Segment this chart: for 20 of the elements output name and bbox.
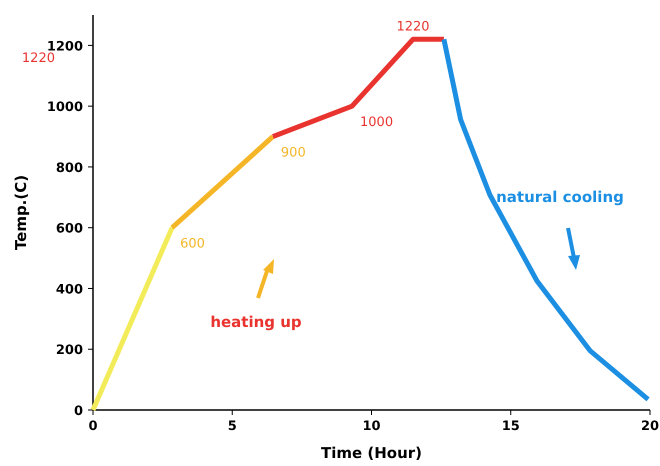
annotation: natural cooling <box>496 188 624 206</box>
y-tick-label: 800 <box>56 160 83 176</box>
x-axis-title: Time (Hour) <box>320 444 422 462</box>
y-tick-label: 600 <box>56 222 83 237</box>
y-tick-label: 0 <box>74 404 83 419</box>
x-tick-label: 0 <box>88 419 98 434</box>
x-tick-label: 10 <box>362 419 381 434</box>
annotation: heating up <box>210 313 302 331</box>
y-tick-label: 200 <box>56 343 83 358</box>
text: 1220 <box>22 51 55 66</box>
x-tick-label: 5 <box>228 419 237 434</box>
y-tick-label: 400 <box>56 282 83 298</box>
annotation: 600 <box>180 236 205 252</box>
y-tick-label: 1000 <box>46 100 83 116</box>
annotation: 1220 <box>396 19 430 34</box>
x-tick-label: 20 <box>640 419 660 434</box>
annotation: 1000 <box>360 115 394 130</box>
x-tick-label: 15 <box>502 419 520 434</box>
y-axis-title: Temp.(C) <box>12 174 30 250</box>
annotation: 900 <box>280 146 306 161</box>
